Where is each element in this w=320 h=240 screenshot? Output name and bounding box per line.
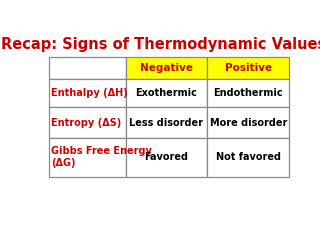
Bar [49,138,125,177]
Text: Gibbs Free Energy
(ΔG): Gibbs Free Energy (ΔG) [51,146,152,168]
Text: Enthalpy (ΔH): Enthalpy (ΔH) [51,88,128,98]
Bar [125,107,207,138]
Bar [207,57,289,79]
Text: More disorder: More disorder [210,118,287,128]
Bar [125,79,207,107]
Text: Recap: Signs of Thermodynamic Values: Recap: Signs of Thermodynamic Values [1,37,320,52]
Bar [207,107,289,138]
Bar [125,138,207,177]
Bar [207,138,289,177]
Bar [49,107,125,138]
Text: Negative: Negative [140,63,193,73]
Text: Not favored: Not favored [216,152,281,162]
Text: Endothermic: Endothermic [213,88,283,98]
Text: Exothermic: Exothermic [136,88,197,98]
Text: Positive: Positive [225,63,272,73]
Bar [49,57,125,79]
Bar [49,79,125,107]
Text: Less disorder: Less disorder [130,118,204,128]
Text: Favored: Favored [145,152,188,162]
Text: Entropy (ΔS): Entropy (ΔS) [51,118,121,128]
Bar [125,57,207,79]
Bar [207,79,289,107]
